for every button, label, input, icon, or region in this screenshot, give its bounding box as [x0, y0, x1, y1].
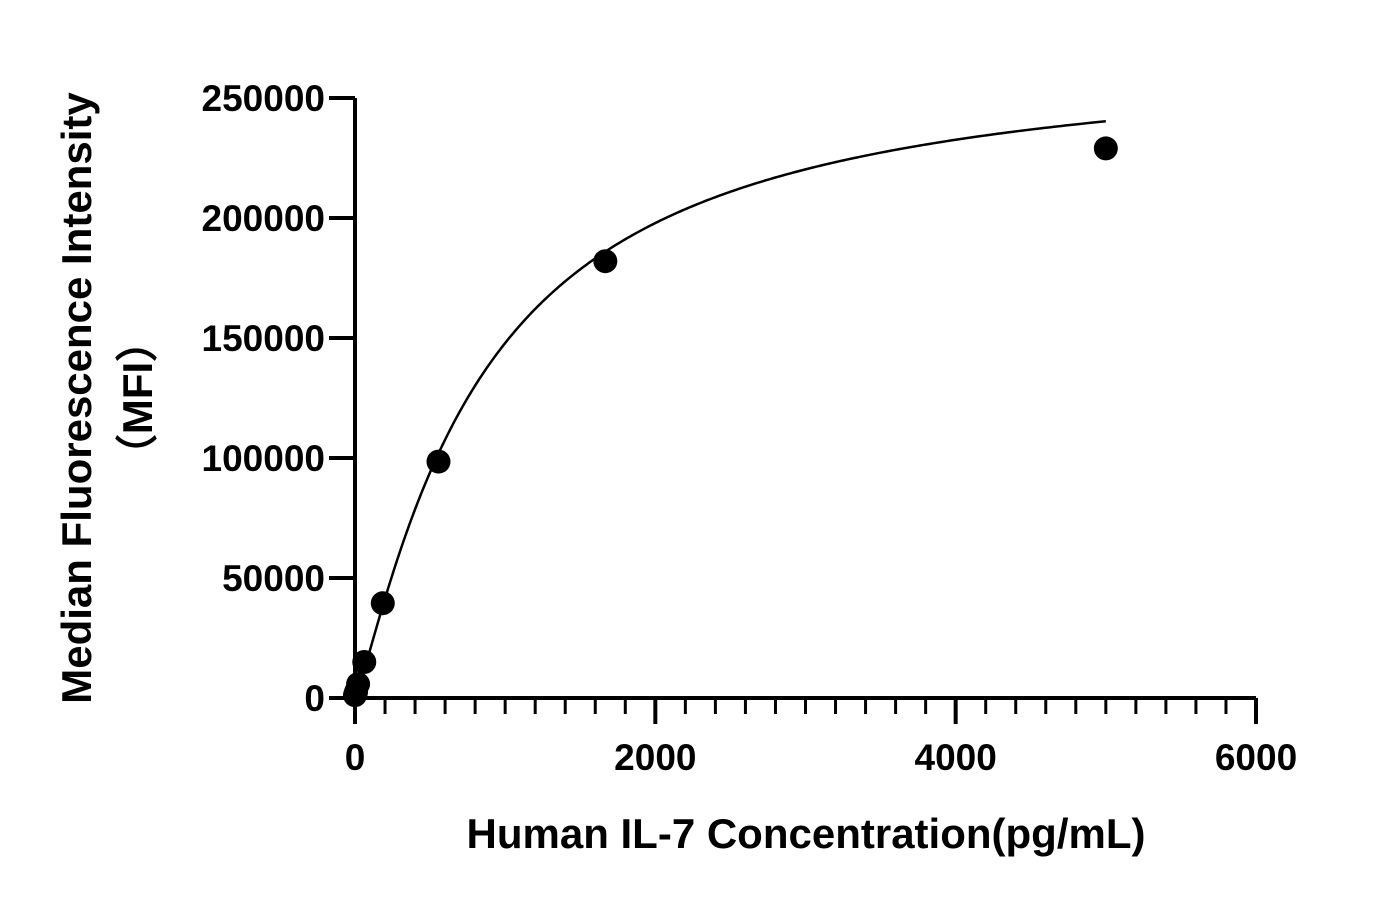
data-points — [343, 136, 1118, 708]
x-tick-label: 2000 — [614, 737, 696, 778]
y-axis-label: Median Fluorescence Intensity （MFI） — [53, 92, 161, 704]
y-axis-label-line: （MFI） — [114, 320, 161, 476]
x-tick-label: 6000 — [1215, 737, 1297, 778]
x-axis-label: Human IL-7 Concentration(pg/mL) — [467, 810, 1146, 857]
y-tick-label: 0 — [304, 678, 325, 719]
data-point — [1093, 136, 1118, 161]
x-tick-label: 4000 — [915, 737, 997, 778]
data-point — [593, 249, 618, 274]
y-tick-label: 100000 — [202, 438, 325, 479]
axes — [353, 98, 1256, 700]
y-ticks: 0 50000 100000 150000 200000 250000 — [202, 78, 355, 719]
data-point — [426, 449, 451, 474]
y-tick-label: 250000 — [202, 78, 325, 119]
y-tick-label: 50000 — [222, 558, 325, 599]
fit-curve — [353, 120, 1106, 699]
x-ticks: 0 2000 4000 6000 — [345, 698, 1297, 778]
data-point — [370, 591, 395, 616]
data-point — [346, 672, 371, 697]
y-tick-label: 150000 — [202, 318, 325, 359]
x-tick-label: 0 — [345, 737, 366, 778]
y-tick-label: 200000 — [202, 198, 325, 239]
y-axis-label-line: Median Fluorescence Intensity — [53, 92, 100, 704]
data-point — [352, 650, 377, 674]
